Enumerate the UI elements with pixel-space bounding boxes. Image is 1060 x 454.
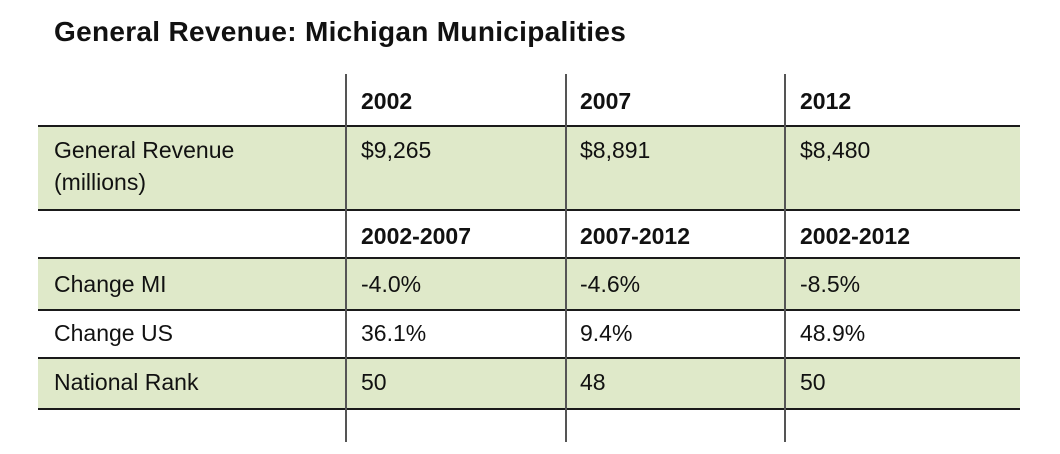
change-us-value: 36.1% — [361, 320, 427, 346]
change-mi-value: -4.6% — [580, 271, 641, 297]
change-mi-value: -8.5% — [800, 271, 861, 297]
header-period-2007-2012: 2007-2012 — [580, 223, 690, 249]
change-mi-row-background — [38, 258, 1020, 310]
national-rank-row-background — [38, 358, 1020, 409]
revenue-value-2007: $8,891 — [580, 137, 651, 163]
table-rule — [38, 408, 1020, 410]
revenue-row-background — [38, 126, 1020, 210]
header-period-2002-2007: 2002-2007 — [361, 223, 471, 249]
revenue-table: 2002 2007 2012 General Revenue (millions… — [38, 0, 1020, 454]
table-rule — [38, 309, 1020, 311]
change-mi-value: -4.0% — [361, 271, 422, 297]
revenue-value-2012: $8,480 — [800, 137, 871, 163]
header-year-2002: 2002 — [361, 88, 413, 114]
revenue-label-line2: (millions) — [54, 169, 146, 195]
change-us-value: 48.9% — [800, 320, 866, 346]
change-us-value: 9.4% — [580, 320, 633, 346]
table-rule — [38, 209, 1020, 211]
table-rule — [38, 125, 1020, 127]
national-rank-label: National Rank — [54, 369, 199, 395]
revenue-label-line1: General Revenue — [54, 137, 235, 163]
header-period-2002-2012: 2002-2012 — [800, 223, 910, 249]
column-divider — [565, 74, 567, 442]
header-year-2007: 2007 — [580, 88, 632, 114]
table-rule — [38, 357, 1020, 359]
table-rule — [38, 257, 1020, 259]
header-year-2012: 2012 — [800, 88, 852, 114]
column-divider — [784, 74, 786, 442]
national-rank-value: 50 — [361, 369, 387, 395]
national-rank-value: 48 — [580, 369, 606, 395]
change-us-label: Change US — [54, 320, 173, 346]
page-title: General Revenue: Michigan Municipalities — [54, 16, 627, 47]
change-mi-label: Change MI — [54, 271, 167, 297]
national-rank-value: 50 — [800, 369, 826, 395]
column-divider — [345, 74, 347, 442]
revenue-value-2002: $9,265 — [361, 137, 432, 163]
